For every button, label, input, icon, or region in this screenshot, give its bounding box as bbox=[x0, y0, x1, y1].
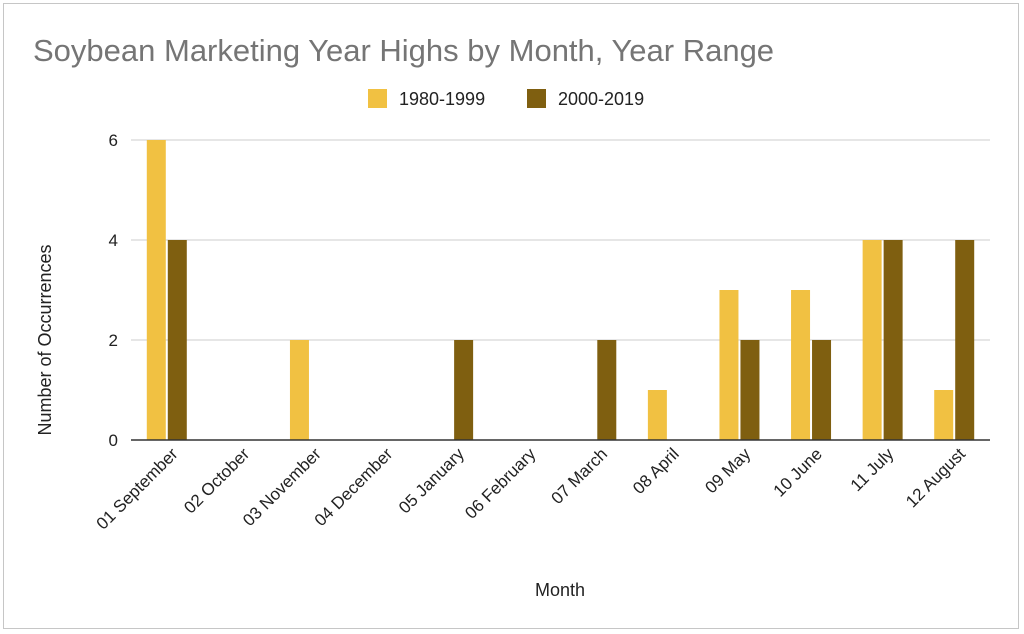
x-axis-title: Month bbox=[535, 580, 585, 600]
bar-2000-2019-05-january bbox=[454, 340, 474, 440]
bar-2000-2019-10-june bbox=[812, 340, 832, 440]
x-tick-label: 07 March bbox=[548, 444, 612, 508]
bars bbox=[146, 140, 975, 440]
chart-title: Soybean Marketing Year Highs by Month, Y… bbox=[33, 33, 774, 68]
bar-1980-1999-12-august bbox=[934, 390, 954, 440]
bar-2000-2019-09-may bbox=[740, 340, 760, 440]
legend-swatch-2000-2019 bbox=[527, 89, 546, 108]
y-axis-ticks: 0 2 4 6 bbox=[109, 131, 118, 450]
legend: 1980-1999 2000-2019 bbox=[368, 89, 644, 109]
x-tick-label: 12 August bbox=[902, 444, 969, 511]
x-tick-label: 05 January bbox=[395, 444, 468, 517]
bar-1980-1999-03-november bbox=[289, 340, 309, 440]
y-axis-title: Number of Occurrences bbox=[35, 244, 55, 435]
x-tick-label: 08 April bbox=[629, 444, 683, 498]
bar-1980-1999-08-april bbox=[647, 390, 667, 440]
bar-2000-2019-07-march bbox=[597, 340, 617, 440]
x-tick-label: 09 May bbox=[701, 444, 754, 497]
y-tick-label: 2 bbox=[109, 331, 118, 350]
x-tick-label: 11 July bbox=[847, 444, 898, 495]
bar-1980-1999-01-september bbox=[146, 140, 166, 440]
legend-swatch-1980-1999 bbox=[368, 89, 387, 108]
legend-label-2000-2019: 2000-2019 bbox=[558, 89, 644, 109]
x-tick-label: 01 September bbox=[93, 444, 182, 533]
y-tick-label: 4 bbox=[109, 231, 118, 250]
bar-2000-2019-01-september bbox=[167, 240, 187, 440]
bar-2000-2019-12-august bbox=[955, 240, 975, 440]
x-tick-label: 02 October bbox=[180, 444, 253, 517]
x-tick-label: 10 June bbox=[770, 444, 826, 500]
bar-1980-1999-11-july bbox=[862, 240, 882, 440]
bar-1980-1999-10-june bbox=[791, 290, 811, 440]
bar-2000-2019-11-july bbox=[883, 240, 903, 440]
bar-1980-1999-09-may bbox=[719, 290, 739, 440]
legend-label-1980-1999: 1980-1999 bbox=[399, 89, 485, 109]
y-tick-label: 0 bbox=[109, 431, 118, 450]
y-tick-label: 6 bbox=[109, 131, 118, 150]
gridlines bbox=[131, 139, 990, 341]
x-tick-label: 06 February bbox=[461, 444, 540, 523]
